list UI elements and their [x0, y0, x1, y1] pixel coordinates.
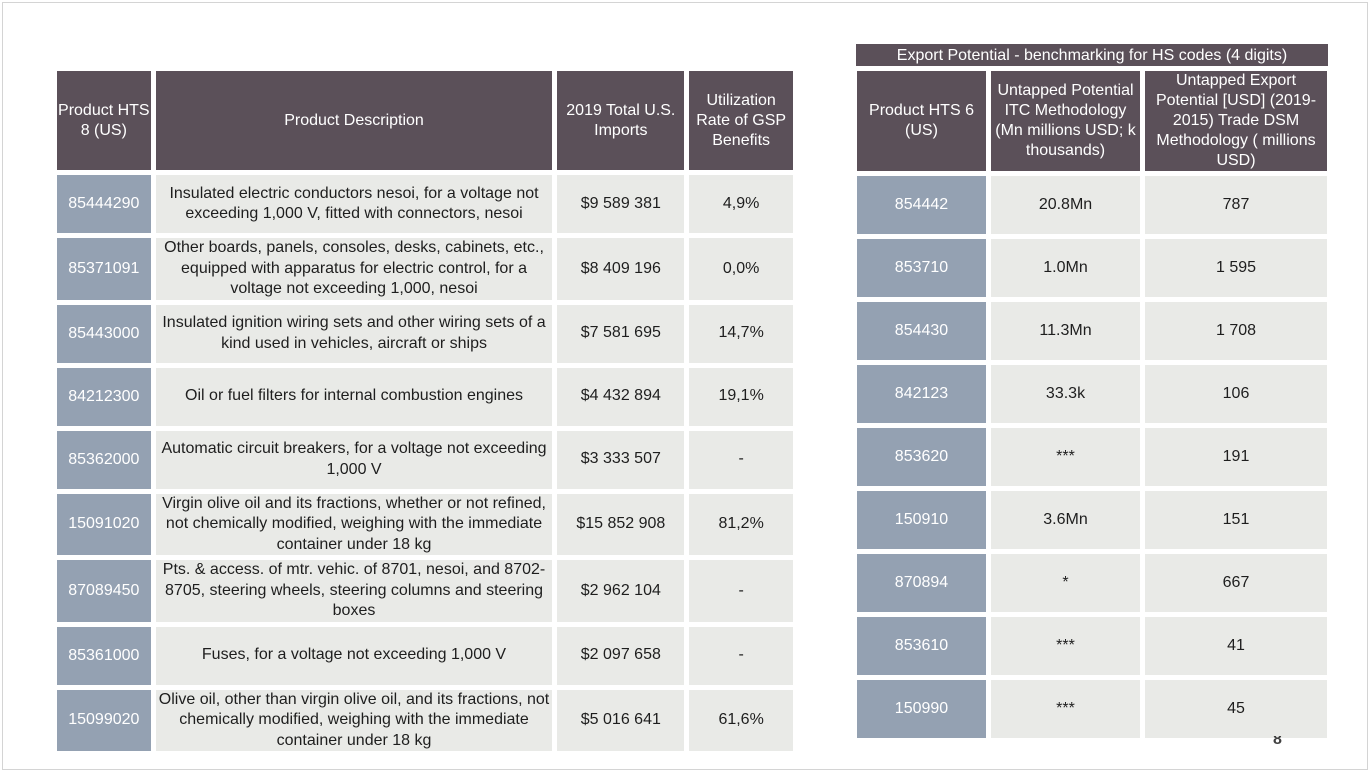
hts8-code: 84212300 — [57, 367, 151, 426]
hts8-code: 15091020 — [57, 493, 151, 555]
hts8-code: 85362000 — [57, 430, 151, 489]
table-row: 85371091 Other boards, panels, consoles,… — [57, 238, 793, 300]
itc-potential: *** — [991, 617, 1140, 675]
product-description: Pts. & access. of mtr. vehic. of 8701, n… — [155, 560, 553, 622]
header-total-imports: 2019 Total U.S. Imports — [557, 71, 685, 170]
hts8-code: 87089450 — [57, 560, 151, 622]
table-row: 150910 3.6Mn 151 — [857, 491, 1327, 549]
header-product-hts8: Product HTS 8 (US) — [57, 71, 151, 170]
total-imports: $5 016 641 — [557, 689, 685, 751]
utilization-rate: - — [689, 560, 793, 622]
header-itc-methodology: Untapped Potential ITC Methodology (Mn m… — [991, 71, 1140, 171]
utilization-rate: - — [689, 626, 793, 685]
hts8-code: 85443000 — [57, 304, 151, 363]
table-row: 853620 *** 191 — [857, 428, 1327, 486]
table-row: 85443000 Insulated ignition wiring sets … — [57, 304, 793, 363]
table-row: 84212300 Oil or fuel filters for interna… — [57, 367, 793, 426]
product-description: Virgin olive oil and its fractions, whet… — [155, 493, 553, 555]
utilization-rate: 0,0% — [689, 238, 793, 300]
itc-potential: 3.6Mn — [991, 491, 1140, 549]
total-imports: $4 432 894 — [557, 367, 685, 426]
export-potential-title: Export Potential - benchmarking for HS c… — [856, 44, 1328, 67]
table-row: 15099020 Olive oil, other than virgin ol… — [57, 689, 793, 751]
table-row: 854442 20.8Mn 787 — [857, 176, 1327, 234]
hts8-code: 85361000 — [57, 626, 151, 685]
dsm-potential: 1 595 — [1145, 239, 1327, 297]
total-imports: $8 409 196 — [557, 238, 685, 300]
hts6-code: 853620 — [857, 428, 986, 486]
utilization-rate: 4,9% — [689, 175, 793, 233]
total-imports: $2 962 104 — [557, 560, 685, 622]
total-imports: $15 852 908 — [557, 493, 685, 555]
hts8-code: 15099020 — [57, 689, 151, 751]
product-description: Fuses, for a voltage not exceeding 1,000… — [155, 626, 553, 685]
table-row: 87089450 Pts. & access. of mtr. vehic. o… — [57, 560, 793, 622]
itc-potential: 1.0Mn — [991, 239, 1140, 297]
dsm-potential: 45 — [1145, 680, 1327, 738]
hts6-code: 854430 — [857, 302, 986, 360]
product-description: Other boards, panels, consoles, desks, c… — [155, 238, 553, 300]
hts6-code: 853610 — [857, 617, 986, 675]
utilization-rate: 14,7% — [689, 304, 793, 363]
dsm-potential: 191 — [1145, 428, 1327, 486]
table-row: 870894 * 667 — [857, 554, 1327, 612]
dsm-potential: 41 — [1145, 617, 1327, 675]
total-imports: $3 333 507 — [557, 430, 685, 489]
header-product-hts6: Product HTS 6 (US) — [857, 71, 986, 171]
hts6-code: 150910 — [857, 491, 986, 549]
dsm-potential: 667 — [1145, 554, 1327, 612]
header-product-description: Product Description — [155, 71, 553, 170]
hts8-code: 85371091 — [57, 238, 151, 300]
product-description: Insulated ignition wiring sets and other… — [155, 304, 553, 363]
hts6-code: 842123 — [857, 365, 986, 423]
itc-potential: *** — [991, 680, 1140, 738]
hts6-code: 853710 — [857, 239, 986, 297]
header-utilization-rate: Utilization Rate of GSP Benefits — [689, 71, 793, 170]
page-number: 8 — [1273, 736, 1282, 748]
hts6-code: 150990 — [857, 680, 986, 738]
product-description: Olive oil, other than virgin olive oil, … — [155, 689, 553, 751]
table-row: 853610 *** 41 — [857, 617, 1327, 675]
utilization-rate: 61,6% — [689, 689, 793, 751]
utilization-rate: - — [689, 430, 793, 489]
hts6-code: 854442 — [857, 176, 986, 234]
table-row: 854430 11.3Mn 1 708 — [857, 302, 1327, 360]
table-row: 85444290 Insulated electric conductors n… — [57, 175, 793, 233]
table-row: 85361000 Fuses, for a voltage not exceed… — [57, 626, 793, 685]
table-row: 150990 *** 45 — [857, 680, 1327, 738]
itc-potential: 11.3Mn — [991, 302, 1140, 360]
product-description: Automatic circuit breakers, for a voltag… — [155, 430, 553, 489]
dsm-potential: 106 — [1145, 365, 1327, 423]
total-imports: $7 581 695 — [557, 304, 685, 363]
itc-potential: * — [991, 554, 1140, 612]
hts6-code: 870894 — [857, 554, 986, 612]
product-description: Insulated electric conductors nesoi, for… — [155, 175, 553, 233]
export-potential-table: Product HTS 6 (US) Untapped Potential IT… — [852, 66, 1332, 743]
dsm-potential: 151 — [1145, 491, 1327, 549]
hts8-code: 85444290 — [57, 175, 151, 233]
itc-potential: *** — [991, 428, 1140, 486]
table-row: 85362000 Automatic circuit breakers, for… — [57, 430, 793, 489]
itc-potential: 33.3k — [991, 365, 1140, 423]
itc-potential: 20.8Mn — [991, 176, 1140, 234]
header-dsm-methodology: Untapped Export Potential [USD] (2019-20… — [1145, 71, 1327, 171]
product-description: Oil or fuel filters for internal combust… — [155, 367, 553, 426]
utilization-rate: 81,2% — [689, 493, 793, 555]
table-row: 842123 33.3k 106 — [857, 365, 1327, 423]
dsm-potential: 1 708 — [1145, 302, 1327, 360]
dsm-potential: 787 — [1145, 176, 1327, 234]
utilization-rate: 19,1% — [689, 367, 793, 426]
total-imports: $2 097 658 — [557, 626, 685, 685]
table-row: 853710 1.0Mn 1 595 — [857, 239, 1327, 297]
total-imports: $9 589 381 — [557, 175, 685, 233]
gsp-products-table: Product HTS 8 (US) Product Description 2… — [52, 66, 798, 756]
table-row: 15091020 Virgin olive oil and its fracti… — [57, 493, 793, 555]
